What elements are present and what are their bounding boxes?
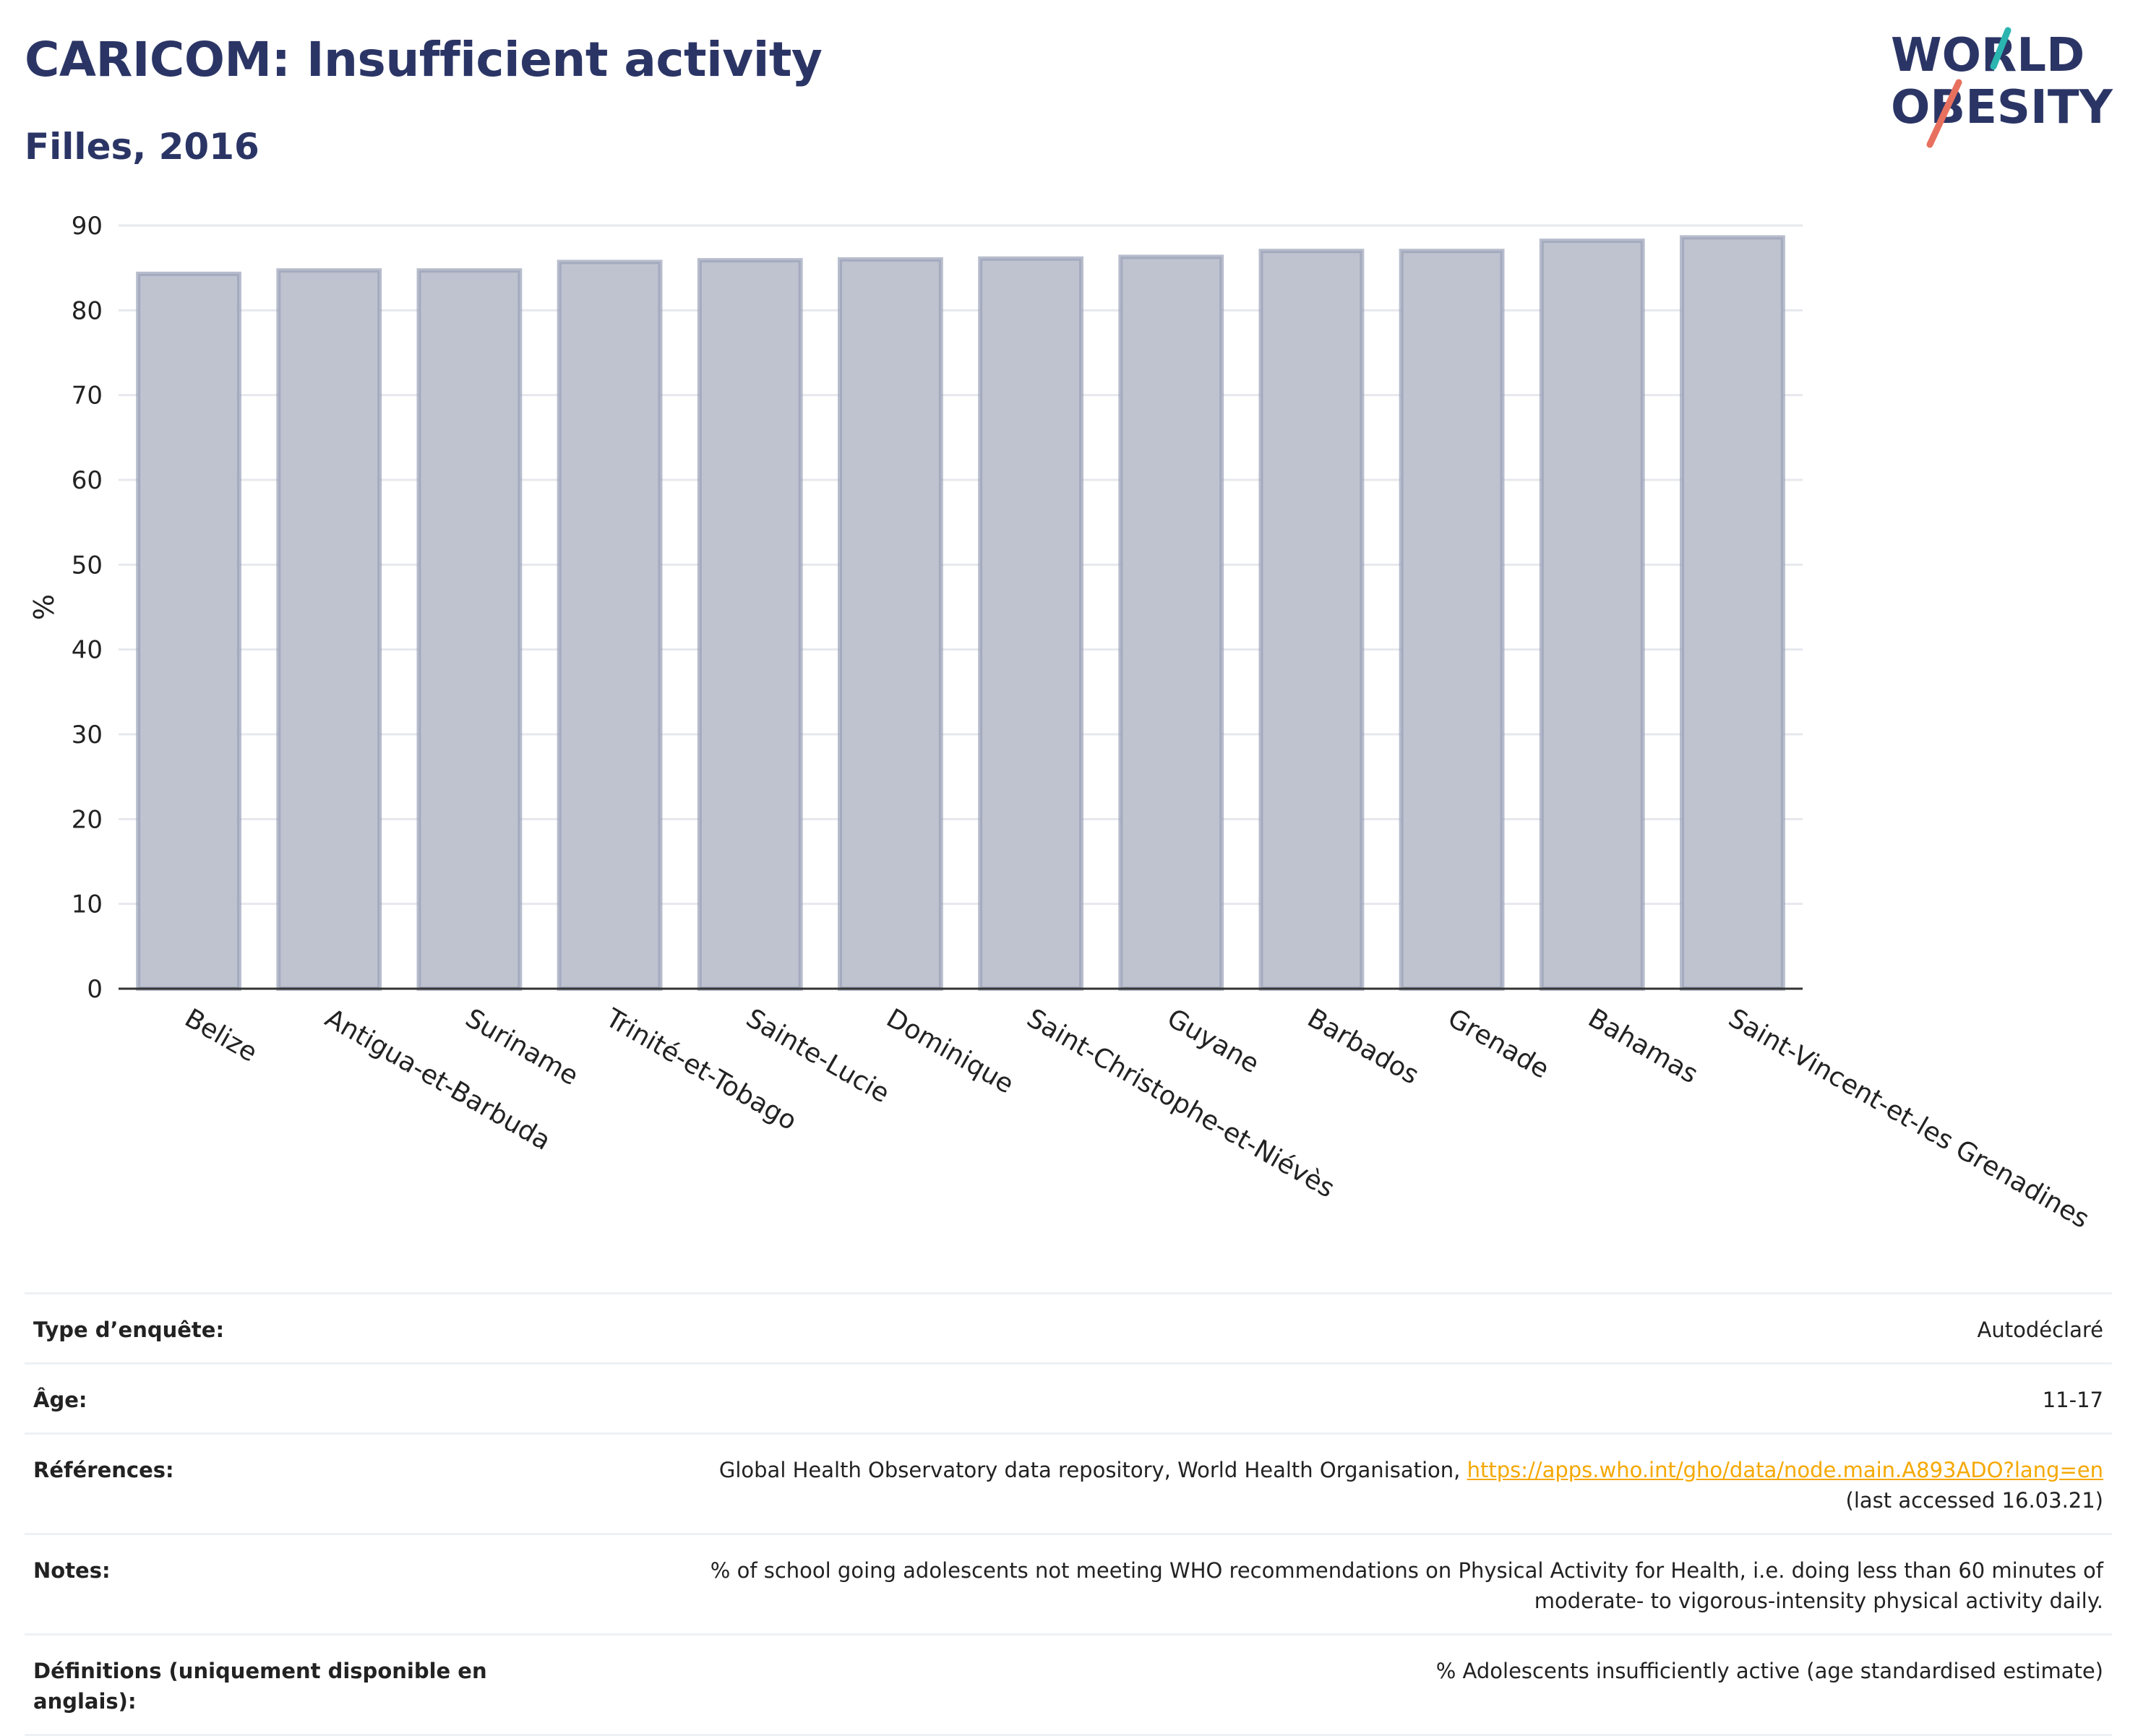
reference-access-date: (last accessed 16.03.21) [1845,1488,2103,1513]
x-tick-label: Barbados [1302,1003,1424,1091]
metadata-table: Type d’enquête: Autodéclaré Âge: 11-17 R… [25,1292,2112,1736]
meta-row-age: Âge: 11-17 [25,1363,2112,1434]
bar [838,257,943,991]
reference-text: Global Health Observatory data repositor… [718,1458,1461,1482]
gridlines [119,224,1803,906]
notes-line-1: % of school going adolescents not meetin… [710,1558,2103,1583]
logo-slash-teal [1990,27,2012,70]
bar [416,268,523,992]
reference-link[interactable]: https://apps.who.int/gho/data/node.main.… [1467,1458,2103,1482]
bar-chart: 0 10 20 30 40 50 60 70 80 90 Belize Antigua-et-Bar… [28,212,2095,1234]
x-tick-label: Bahamas [1583,1003,1703,1089]
chart-subtitle: Filles, 2016 [25,126,259,168]
y-tick-label: 90 [72,212,103,241]
meta-label: Notes: [33,1558,111,1583]
y-tick-label: 40 [72,636,103,665]
bar [1680,235,1785,992]
meta-value: % Adolescents insufficiently active (age… [1435,1659,2103,1683]
y-axis-title: % [28,594,60,620]
meta-row-survey-type: Type d’enquête: Autodéclaré [25,1293,2112,1364]
bar [276,268,382,992]
bar [557,259,663,992]
y-axis-ticks: 0 10 20 30 40 50 60 70 80 90 [72,212,103,1004]
meta-label: Références: [33,1458,174,1482]
x-tick-label: Antigua-et-Barbuda [320,1003,556,1156]
meta-row-references: Références: Global Health Observatory da… [25,1433,2112,1534]
chart-title: CARICOM: Insufficient activity [25,32,823,87]
y-tick-label: 30 [72,721,103,749]
logo-slash-coral [1926,79,1962,148]
bar [136,271,241,991]
notes-line-2: moderate- to vigorous-intensity physical… [1534,1589,2103,1613]
meta-label: Définitions (uniquement disponible en an… [33,1659,487,1714]
meta-value-notes: % of school going adolescents not meetin… [519,1534,2112,1635]
bar [697,258,803,991]
meta-value-references: Global Health Observatory data repositor… [519,1434,2112,1534]
bar [1399,249,1505,991]
y-tick-label: 70 [72,382,103,411]
x-tick-label: Belize [180,1003,262,1067]
logo-line-world: WORLD [1891,29,2085,82]
meta-value: Autodéclaré [1977,1318,2103,1342]
x-tick-label: Suriname [460,1003,583,1091]
y-tick-label: 20 [72,805,103,834]
y-tick-label: 60 [72,466,103,495]
x-tick-label: Guyane [1162,1003,1264,1079]
y-tick-label: 0 [87,975,103,1004]
x-tick-label: Dominique [881,1003,1018,1099]
world-obesity-logo: WORLD OBESITY [1891,27,2113,148]
bar [1539,239,1645,991]
x-tick-label: Saint-Vincent-et-les Grenadines [1723,1003,2094,1234]
bar [1258,249,1365,991]
y-tick-label: 50 [72,551,103,580]
meta-value: 11-17 [2042,1388,2103,1412]
meta-label: Type d’enquête: [33,1318,225,1342]
logo-line-obesity: OBESITY [1891,81,2113,134]
meta-label: Âge: [33,1388,87,1412]
bars [136,235,1785,992]
bar [978,256,1083,991]
y-tick-label: 10 [72,890,103,919]
bar [1118,254,1224,991]
meta-row-notes: Notes: % of school going adolescents not… [25,1534,2112,1635]
x-tick-label: Grenade [1443,1003,1554,1084]
y-tick-label: 80 [72,296,103,325]
